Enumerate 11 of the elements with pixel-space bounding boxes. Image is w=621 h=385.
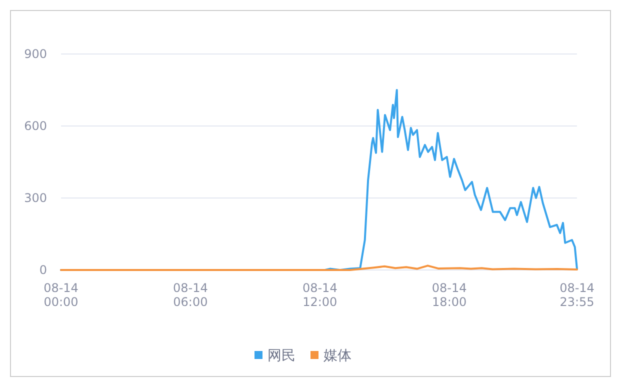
- y-tick-label: 300: [24, 191, 47, 205]
- legend-label: 网民: [268, 348, 296, 364]
- y-tick-label: 900: [24, 47, 47, 61]
- y-tick-label: 0: [39, 263, 47, 277]
- x-tick-label: 08-14 06:00: [173, 281, 208, 309]
- y-tick-label: 600: [24, 119, 47, 133]
- x-tick-label: 08-14 12:00: [302, 281, 338, 309]
- x-tick-label: 08-14 00:00: [44, 281, 78, 309]
- x-tick-label: 08-14 18:00: [432, 281, 467, 309]
- x-tick-label: 08-14 23:55: [560, 281, 594, 309]
- legend-label: 媒体: [324, 348, 352, 364]
